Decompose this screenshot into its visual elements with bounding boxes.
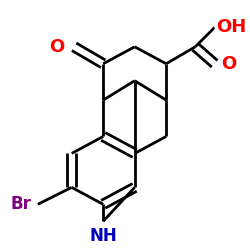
Text: NH: NH	[89, 227, 117, 245]
Text: OH: OH	[216, 18, 247, 36]
Text: O: O	[222, 55, 237, 73]
Text: O: O	[50, 38, 65, 56]
Text: Br: Br	[10, 195, 31, 213]
